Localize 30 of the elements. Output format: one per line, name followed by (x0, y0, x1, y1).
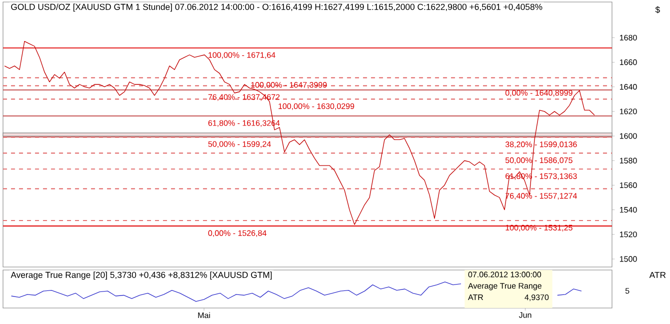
text: 07.06.2012 13:00:00 (468, 272, 542, 278)
y-tick-label: 1540 (620, 206, 637, 213)
annotation: 50,00% - 1599,24 (208, 141, 271, 148)
annotation: 100,00% - 1531,25 (506, 224, 572, 232)
y-axis-title: ATR (649, 272, 666, 278)
annotation: 38,20% - 1599,0136 (505, 142, 577, 148)
annotation: Average True Range (468, 283, 542, 290)
annotation: 50,00% - 1586,075 (505, 157, 572, 164)
y-tick-label: 1640 (620, 84, 637, 90)
text: 5 (625, 288, 630, 294)
y-tick-label: 1500 (620, 256, 637, 262)
y-tick-label: 1660 (620, 59, 637, 66)
annotation: 100,00% - 1647,3999 (251, 82, 327, 89)
annotation: 100,00% - 1630,0299 (278, 103, 354, 110)
chart-title: GOLD USD/OZ [XAUUSD GTM 1 Stunde] 07.06.2012 14:00:00 - O:1616,4199 H:1627,4199 L:1615,2000 C:1622,9800 +6,5601 +0,4058% (11, 4, 542, 12)
x-tick-label: Jun (518, 312, 532, 318)
chart-title: Average True Range [20] 5,3730 +0,436 +8,8312% [XAUUSD GTM] (10, 272, 272, 280)
y-tick-label: 1680 (620, 34, 637, 40)
annotation: 100,00% - 1671,64 (208, 52, 276, 59)
y-tick-label: 1520 (620, 232, 637, 238)
y-tick-label: 1560 (620, 182, 637, 188)
y-tick-label: 1600 (620, 133, 637, 139)
annotation: 0,00% - 1526,84 (208, 230, 266, 237)
y-tick-label: 1620 (620, 108, 637, 114)
y-tick-label: 1580 (620, 158, 637, 164)
y-axis-title: $ (655, 6, 660, 14)
annotation: 4,9370 (524, 294, 549, 302)
annotation: 0,00% - 1640,8999 (505, 90, 572, 97)
annotation: ATR (468, 294, 484, 300)
x-tick-label: Mai (198, 312, 210, 318)
